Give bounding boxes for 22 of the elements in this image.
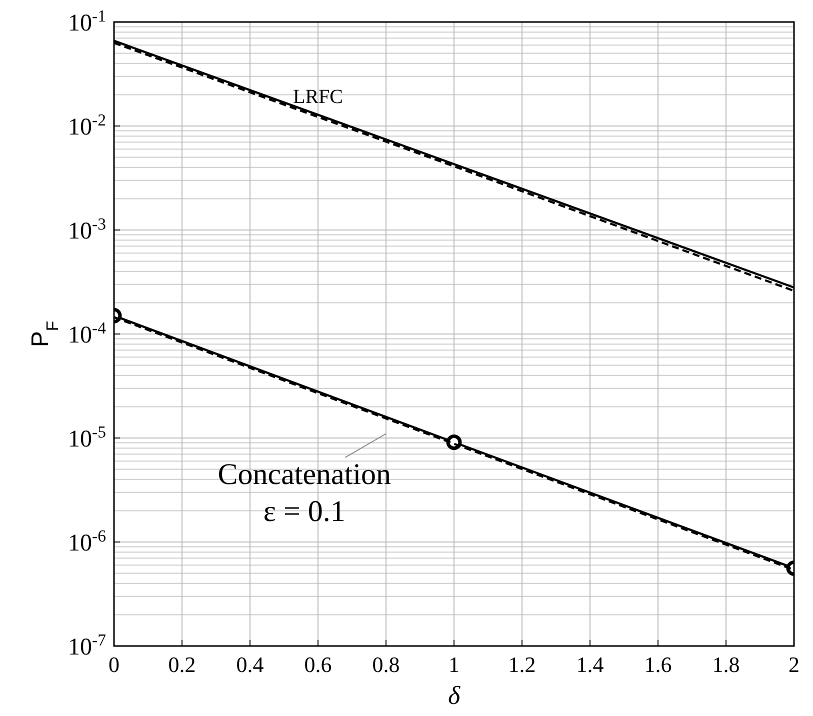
x-tick-label: 0.6	[304, 652, 332, 677]
y-tick-label: 10$^{-4}$	[68, 318, 107, 348]
annotation: Concatenation	[218, 458, 392, 491]
y-tick-label: 10$^{-5}$	[68, 422, 106, 452]
x-tick-label: 0	[108, 652, 120, 677]
x-tick-label: 2	[788, 652, 800, 677]
x-tick-label: 0.2	[168, 652, 196, 677]
x-axis-title: δ	[448, 681, 461, 710]
x-tick-label: 1.8	[712, 652, 740, 677]
y-tick-label: 10$^{-6}$	[68, 526, 106, 556]
x-tick-label: 0.8	[372, 652, 400, 677]
x-tick-label: 1.4	[576, 652, 604, 677]
x-tick-label: 1	[448, 652, 460, 677]
y-tick-label: 10$^{-3}$	[68, 214, 106, 244]
y-tick-label: 10$^{-2}$	[68, 110, 106, 140]
x-tick-label: 0.4	[236, 652, 264, 677]
y-tick-label: 10$^{-7}$	[68, 630, 106, 660]
x-tick-label: 1.2	[508, 652, 536, 677]
annotation: LRFC	[292, 86, 344, 108]
x-tick-label: 1.6	[644, 652, 672, 677]
y-tick-label: 10$^{-1}$	[68, 6, 106, 36]
annotation: ε = 0.1	[263, 495, 346, 528]
